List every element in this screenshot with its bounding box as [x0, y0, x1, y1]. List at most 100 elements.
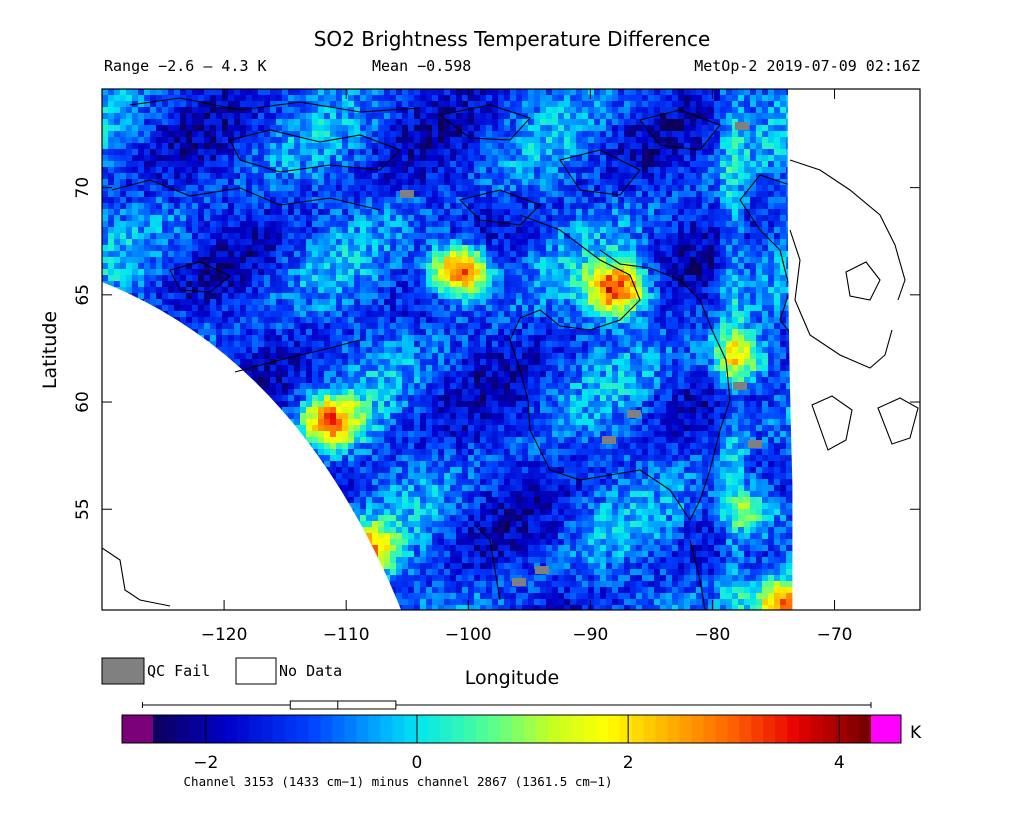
heatmap-cell — [762, 203, 769, 210]
heatmap-cell — [720, 119, 727, 126]
heatmap-cell — [474, 89, 481, 96]
heatmap-cell — [246, 167, 253, 174]
heatmap-cell — [492, 185, 499, 192]
heatmap-cell — [630, 335, 637, 342]
heatmap-cell — [288, 191, 295, 198]
heatmap-cell — [744, 257, 751, 264]
heatmap-cell — [624, 221, 631, 228]
heatmap-cell — [744, 173, 751, 180]
heatmap-cell — [210, 293, 217, 300]
heatmap-cell — [198, 161, 205, 168]
heatmap-cell — [588, 305, 595, 312]
platform-text: MetOp-2 2019-07-09 02:16Z — [694, 57, 920, 75]
heatmap-cell — [594, 317, 601, 324]
heatmap-cell — [630, 287, 637, 294]
heatmap-cell — [330, 113, 337, 120]
heatmap-cell — [306, 299, 313, 306]
heatmap-cell — [612, 245, 619, 252]
heatmap-cell — [678, 227, 685, 234]
heatmap-cell — [102, 113, 109, 120]
heatmap-cell — [282, 119, 289, 126]
heatmap-cell — [204, 311, 211, 318]
heatmap-cell — [468, 239, 475, 246]
heatmap-cell — [276, 305, 283, 312]
heatmap-cell — [384, 299, 391, 306]
heatmap-cell — [510, 323, 517, 330]
heatmap-cell — [762, 215, 769, 222]
heatmap-cell — [708, 329, 715, 336]
heatmap-cell — [366, 323, 373, 330]
heatmap-cell — [504, 113, 511, 120]
heatmap-cell — [750, 281, 757, 288]
heatmap-cell — [558, 293, 565, 300]
heatmap-cell — [546, 185, 553, 192]
heatmap-cell — [216, 137, 223, 144]
heatmap-cell — [612, 203, 619, 210]
heatmap-cell — [348, 137, 355, 144]
heatmap-cell — [474, 185, 481, 192]
heatmap-cell — [126, 173, 133, 180]
heatmap-cell — [624, 299, 631, 306]
heatmap-cell — [420, 119, 427, 126]
heatmap-cell — [264, 257, 271, 264]
heatmap-cell — [672, 263, 679, 270]
heatmap-cell — [210, 257, 217, 264]
heatmap-cell — [510, 143, 517, 150]
heatmap-cell — [468, 95, 475, 102]
heatmap-cell — [282, 305, 289, 312]
heatmap-cell — [330, 317, 337, 324]
heatmap-cell — [612, 317, 619, 324]
heatmap-cell — [192, 173, 199, 180]
heatmap-cell — [462, 209, 469, 216]
heatmap-cell — [294, 191, 301, 198]
heatmap-cell — [714, 137, 721, 144]
heatmap-cell — [588, 197, 595, 204]
heatmap-cell — [750, 227, 757, 234]
heatmap-cell — [222, 215, 229, 222]
heatmap-cell — [552, 335, 559, 342]
heatmap-cell — [288, 173, 295, 180]
heatmap-cell — [186, 131, 193, 138]
heatmap-cell — [540, 233, 547, 240]
heatmap-cell — [582, 281, 589, 288]
heatmap-cell — [636, 125, 643, 132]
heatmap-cell — [654, 311, 661, 318]
heatmap-cell — [678, 215, 685, 222]
heatmap-cell — [444, 215, 451, 222]
heatmap-cell — [204, 89, 211, 96]
heatmap-cell — [720, 287, 727, 294]
heatmap-cell — [672, 173, 679, 180]
heatmap-cell — [156, 185, 163, 192]
heatmap-cell — [774, 173, 781, 180]
heatmap-cell — [336, 143, 343, 150]
heatmap-cell — [462, 341, 469, 348]
heatmap-cell — [600, 197, 607, 204]
heatmap-cell — [150, 95, 157, 102]
heatmap-cell — [120, 143, 127, 150]
chart-title: SO2 Brightness Temperature Difference — [314, 27, 711, 51]
heatmap-cell — [702, 335, 709, 342]
heatmap-cell — [102, 269, 109, 276]
heatmap-cell — [282, 287, 289, 294]
heatmap-cell — [258, 95, 265, 102]
heatmap-cell — [486, 125, 493, 132]
heatmap-cell — [348, 95, 355, 102]
heatmap-cell — [498, 167, 505, 174]
heatmap-cell — [540, 125, 547, 132]
heatmap-cell — [246, 263, 253, 270]
heatmap-cell — [750, 185, 757, 192]
heatmap-cell — [396, 125, 403, 132]
heatmap-cell — [672, 203, 679, 210]
heatmap-cell — [396, 119, 403, 126]
heatmap-cell — [432, 245, 439, 252]
heatmap-cell — [234, 317, 241, 324]
heatmap-cell — [582, 341, 589, 348]
heatmap-cell — [210, 323, 217, 330]
heatmap-cell — [402, 221, 409, 228]
heatmap-cell — [540, 161, 547, 168]
heatmap-cell — [372, 113, 379, 120]
heatmap-cell — [678, 287, 685, 294]
heatmap-cell — [342, 113, 349, 120]
heatmap-cell — [168, 263, 175, 270]
heatmap-cell — [510, 227, 517, 234]
